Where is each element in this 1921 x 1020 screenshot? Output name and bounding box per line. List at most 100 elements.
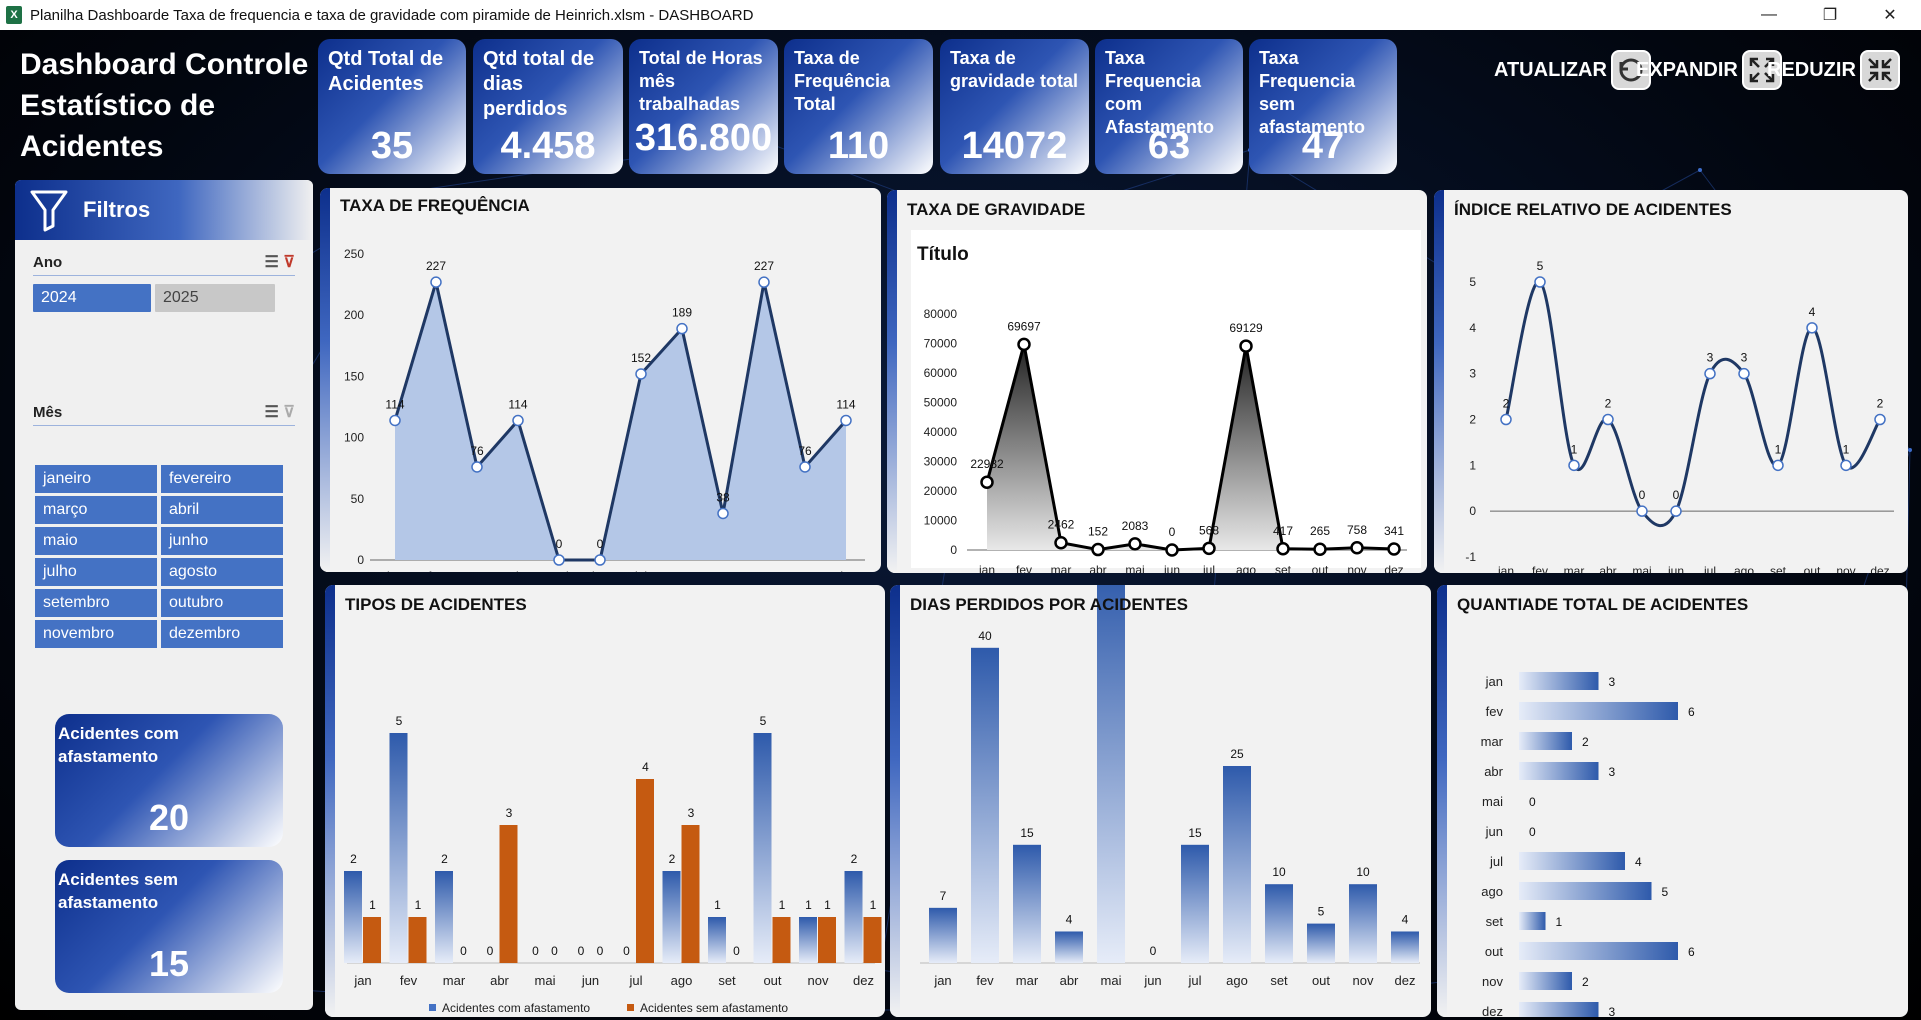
x-tick-label: out [1804,564,1821,573]
data-label: 0 [1639,488,1646,502]
data-label: 4 [1635,855,1642,869]
panel-title: ÍNDICE RELATIVO DE ACIDENTES [1454,200,1732,219]
series-line [393,276,848,562]
kpi-value: 63 [1147,125,1191,167]
kpi-label: Qtd total de dias perdidos [483,48,595,120]
reduzir-button[interactable]: REDUZIR [1767,50,1900,90]
y-tick-label: out [1485,944,1503,959]
side-kpi-label: Acidentes com afastamento [58,724,179,766]
y-tick-label: 150 [344,369,364,383]
slicer-ano-label: Ano [33,254,63,271]
chart-svg: jan 3 fev 6 mar 2 abr 3 mai 0 jun 0 jul 4 ago 5 set 1 out 6… [1481,672,1695,1017]
x-tick-label: mar [1564,564,1585,573]
x-tick-label: out [1312,563,1329,573]
slicer-ano-tools: ☰ ⊽ [264,252,295,272]
expandir-button[interactable]: EXPANDIR [1636,50,1782,90]
slicer-month-agosto[interactable]: agosto [161,558,283,586]
y-tick-label: 50 [351,492,365,506]
slicer-month-abril[interactable]: abril [161,496,283,524]
reduce-icon [1859,50,1900,90]
filters-title: Filtros [83,197,151,222]
slicer-month-novembro[interactable]: novembro [35,620,157,648]
panel-title: DIAS PERDIDOS POR ACIDENTES [910,595,1189,614]
y-tick-label: 100 [344,431,364,445]
data-label: 0 [1529,825,1536,839]
data-label: 0 [1673,488,1680,502]
expandir-label: EXPANDIR [1636,58,1738,81]
data-point [1091,542,1105,557]
y-tick-label: 20000 [924,484,958,498]
data-label: 3 [1609,1005,1616,1017]
slicer-month-julho[interactable]: julho [35,558,157,586]
data-label: 5 [1662,885,1669,899]
restore-button[interactable]: ❐ [1822,7,1838,24]
x-tick-label: jun [1667,564,1684,573]
side-kpi-value: 20 [148,797,190,838]
data-label: 2 [1582,975,1589,989]
bar-sem-afastamento [818,917,836,963]
data-label: 1 [779,898,786,912]
data-label: 0 [578,944,585,958]
kpi-acidentes-sem-afastamento: Acidentes sem afastamento 15 [55,860,283,993]
minimize-button[interactable]: — [1761,6,1777,23]
x-tick-label: nov [808,973,829,988]
data-label: 4 [1402,912,1409,926]
data-label: 2 [669,852,676,866]
data-label: 152 [1088,525,1108,539]
slicer-month-outubro[interactable]: outubro [161,589,283,617]
data-label: 1 [870,898,877,912]
kpi-acidentes-com-afastamento: Acidentes com afastamento 20 [55,714,283,847]
data-label: 758 [1347,523,1367,537]
slicer-month-setembro[interactable]: setembro [35,589,157,617]
chart-svg: 7jan40fev15mar4abr50mai0jun15jul25ago10s… [920,585,1420,988]
panel-title: QUANTIADE TOTAL DE ACIDENTES [1457,595,1749,614]
kpi-freq-sem-afastamento: Taxa Frequencia sem afastamento 47 [1249,39,1397,174]
slicer-month-maio[interactable]: maio [35,527,157,555]
slicer-month-fevereiro[interactable]: fevereiro [161,465,283,493]
bar [971,647,999,963]
bar-sem-afastamento [408,917,427,963]
bar-sem-afastamento [681,825,700,963]
data-label: 38 [716,490,730,504]
data-label: 114 [836,397,855,411]
data-label: 0 [551,944,558,958]
chart-subtitle: Título [917,244,969,265]
bar [1013,844,1041,963]
y-tick-label: 0 [950,543,957,557]
data-point [594,554,606,566]
multiselect-icon[interactable]: ☰ [264,404,279,421]
multiselect-icon[interactable]: ☰ [264,254,279,271]
slicer-mes-tools: ☰ ⊽ [264,402,295,422]
x-tick-label: set [1275,563,1292,573]
data-label: 5 [1318,905,1325,919]
data-label: 1 [824,898,831,912]
data-point [799,461,811,473]
slicer-month-junho[interactable]: junho [161,527,283,555]
x-tick-label: fev [400,973,418,988]
chart-taxa-frequencia: 0 50 100 150 200 250 114 jan 227 fev 76 mar 114 abr 0 m… [320,188,881,572]
series-line [1504,280,1882,527]
data-label: 22982 [970,457,1004,471]
data-point [1202,541,1216,556]
legend-swatch [627,1004,634,1011]
x-tick-label: mai [1125,563,1144,573]
data-label: 227 [426,259,446,273]
data-point [1500,413,1512,426]
bar-sem-afastamento [636,779,654,963]
data-label: 76 [798,444,812,458]
close-button[interactable]: ✕ [1883,7,1897,24]
atualizar-button[interactable]: ATUALIZAR [1494,50,1651,90]
x-tick-label: nov [795,569,814,572]
slicer-ano-2025[interactable]: 2025 [155,284,275,312]
slicer-month-março[interactable]: março [35,496,157,524]
y-tick-label: 1 [1469,458,1476,472]
bar-com-afastamento [844,871,863,963]
slicer-month-dezembro[interactable]: dezembro [161,620,283,648]
clear-filter-icon[interactable]: ⊽ [283,404,295,421]
slicer-mes-header: Mês ☰ ⊽ [33,404,295,426]
data-label: 0 [597,537,604,551]
slicer-ano-2024[interactable]: 2024 [33,284,151,312]
slicer-month-janeiro[interactable]: janeiro [35,465,157,493]
clear-filter-icon[interactable]: ⊽ [283,254,295,271]
data-label: 1 [714,898,721,912]
